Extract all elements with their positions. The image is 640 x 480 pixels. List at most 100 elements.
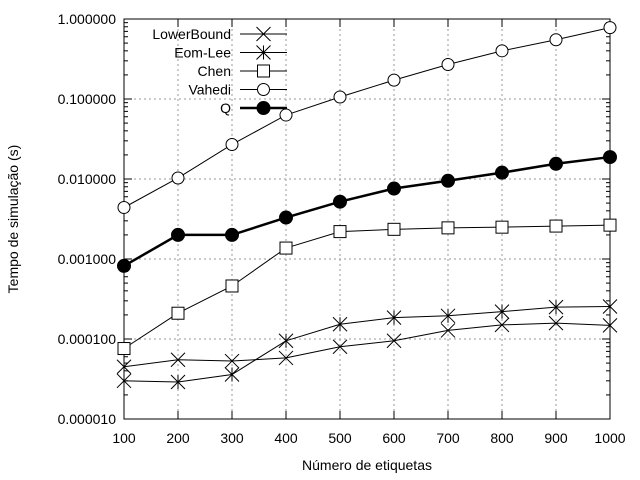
y-tick-label: 0.000010 (58, 411, 117, 427)
series-q (117, 150, 617, 273)
plot-frame (123, 18, 611, 420)
data-point (494, 317, 510, 333)
data-point (278, 350, 294, 366)
x-tick-label: 800 (490, 430, 514, 446)
data-point (171, 171, 185, 185)
data-point (494, 304, 510, 319)
y-axis-label: Tempo de simulação (s) (5, 145, 21, 294)
series-line (123, 155, 611, 267)
legend-label: LowerBound (152, 26, 231, 42)
data-point (279, 108, 293, 122)
data-point (603, 150, 617, 165)
legend-marker (257, 64, 270, 78)
data-point (279, 241, 293, 255)
data-point (117, 201, 131, 215)
data-point (495, 165, 509, 180)
data-point (386, 333, 402, 349)
data-point (603, 21, 617, 35)
x-tick-label: 700 (436, 430, 460, 446)
legend-marker (256, 45, 271, 60)
data-point (549, 219, 563, 233)
data-point (171, 306, 185, 320)
x-tick-label: 100 (112, 430, 136, 446)
series-line (123, 322, 611, 368)
data-point (441, 173, 455, 188)
data-point (333, 225, 347, 239)
grid (124, 19, 610, 419)
ticks (123, 18, 611, 420)
x-tick-label: 1000 (594, 430, 625, 446)
data-point (386, 310, 402, 325)
x-tick-label: 400 (274, 430, 298, 446)
series-line (123, 224, 611, 349)
legend-marker (256, 26, 271, 42)
data-point (548, 315, 564, 331)
data-point (548, 299, 564, 315)
series-line (123, 305, 611, 383)
data-point (387, 181, 401, 196)
tick-labels: 0.000010 0.000100 0.001000 0.010000 0.100000… (58, 11, 626, 446)
data-point (603, 218, 617, 232)
legend-item: Vahedi (188, 82, 287, 98)
legend-item: Q (220, 100, 287, 116)
data-point (441, 57, 455, 71)
data-point (332, 316, 348, 332)
data-point (279, 210, 293, 225)
data-point (440, 308, 456, 324)
data-point (224, 353, 240, 369)
data-point (602, 318, 618, 333)
legend-label: Q (220, 100, 231, 116)
series-vahedi (117, 21, 617, 215)
data-point (116, 359, 132, 375)
legend-item: Eom-Lee (174, 45, 287, 61)
data-point (495, 220, 509, 234)
legend-label: Vahedi (188, 82, 231, 98)
y-tick-label: 1.000000 (58, 11, 117, 27)
legend-marker (257, 83, 270, 96)
data-point (171, 227, 185, 242)
data-point (549, 33, 563, 47)
series-layer (116, 21, 618, 390)
x-tick-label: 900 (544, 430, 568, 446)
data-point (170, 352, 186, 368)
legend-label: Eom-Lee (174, 45, 231, 61)
data-point (116, 373, 132, 389)
legend-item: Chen (198, 63, 287, 79)
data-point (332, 339, 348, 355)
series-chen (117, 218, 617, 356)
legend-item: LowerBound (152, 26, 287, 42)
legend-marker (256, 101, 271, 115)
x-tick-label: 300 (220, 430, 244, 446)
data-point (225, 227, 239, 242)
data-point (278, 333, 294, 349)
x-tick-label: 600 (382, 430, 406, 446)
data-point (117, 258, 131, 273)
data-point (440, 323, 456, 338)
data-point (602, 299, 618, 314)
data-point (495, 44, 509, 58)
data-point (225, 137, 239, 151)
data-point (225, 279, 239, 293)
legend-label: Chen (198, 63, 231, 79)
data-point (333, 90, 347, 104)
data-point (224, 367, 240, 382)
data-point (387, 222, 401, 236)
data-point (170, 374, 186, 390)
x-tick-label: 200 (166, 430, 190, 446)
x-tick-label: 500 (328, 430, 352, 446)
data-point (549, 156, 563, 171)
series-eom-lee (116, 299, 618, 390)
y-tick-label: 0.100000 (58, 91, 117, 107)
series-line (123, 27, 611, 208)
y-tick-label: 0.010000 (58, 171, 117, 187)
y-tick-label: 0.001000 (58, 251, 117, 267)
data-point (117, 342, 131, 356)
data-point (333, 194, 347, 209)
series-lowerbound (116, 315, 618, 375)
legend: LowerBound Eom-Lee Chen Vahedi Q (152, 26, 287, 116)
data-point (387, 73, 401, 87)
data-point (441, 221, 455, 235)
y-tick-label: 0.000100 (58, 331, 117, 347)
x-axis-label: Número de etiquetas (302, 457, 432, 473)
